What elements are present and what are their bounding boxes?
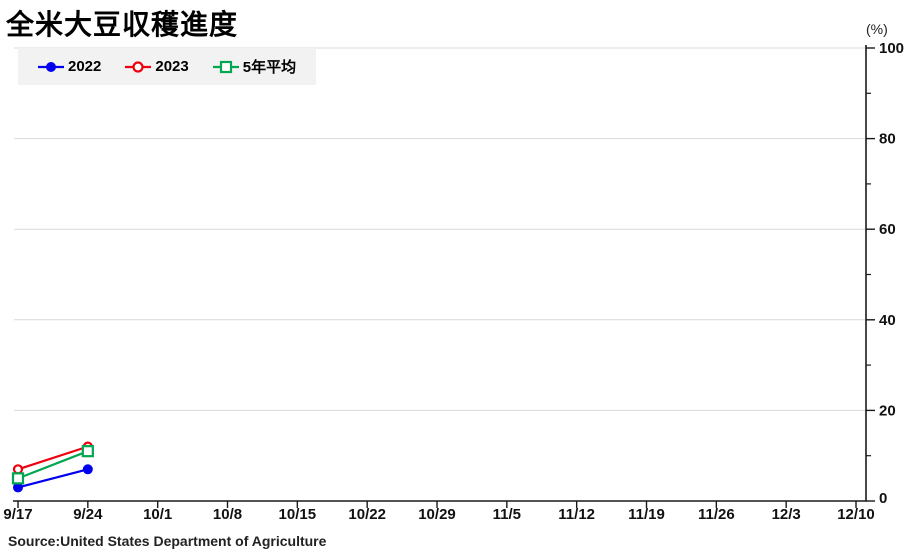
- data-point-5年平均: [11, 472, 25, 485]
- x-tick-label: 9/17: [3, 506, 32, 523]
- x-tick-label: 11/19: [628, 506, 665, 523]
- x-tick-label: 11/12: [558, 506, 595, 523]
- legend-marker-open-square: [212, 60, 239, 73]
- series-line-5年平均: [17, 450, 89, 480]
- legend-item-2022: 2022: [38, 58, 101, 75]
- y-tick-label: 40: [879, 312, 896, 329]
- data-point-5年平均: [81, 445, 94, 458]
- chart-title: 全米大豆収穫進度: [6, 9, 239, 40]
- data-point-2022: [82, 464, 93, 475]
- x-tick-label: 10/8: [213, 506, 242, 523]
- y-tick-label: 0: [879, 490, 887, 507]
- x-tick-label: 10/15: [279, 506, 317, 523]
- legend-marker-open-circle: [125, 60, 152, 73]
- legend-item-2023: 2023: [125, 58, 189, 75]
- x-tick-label: 10/22: [348, 506, 386, 523]
- chart-legend: 2022 2023 5年平均: [18, 48, 317, 85]
- legend-label: 2023: [155, 58, 189, 75]
- y-tick-label: 60: [879, 221, 896, 238]
- x-tick-label: 11/26: [698, 506, 735, 523]
- x-tick-label: 12/3: [772, 506, 801, 523]
- x-tick-label: 10/29: [418, 506, 456, 523]
- legend-label: 2022: [68, 58, 102, 75]
- y-tick-label: 80: [879, 131, 896, 148]
- data-point-2022: [13, 482, 23, 493]
- y-axis-unit-label: (%): [866, 21, 888, 37]
- y-tick-label: 100: [879, 40, 904, 57]
- x-tick-label: 10/1: [143, 506, 172, 523]
- series-line-2023: [17, 445, 89, 471]
- x-tick-label: 12/10: [837, 506, 875, 523]
- y-tick-label: 20: [879, 402, 896, 419]
- data-point-2023: [12, 464, 24, 475]
- legend-marker-filled-circle: [38, 61, 64, 72]
- source-note: Source:United States Department of Agric…: [8, 533, 327, 549]
- legend-label: 5年平均: [242, 59, 297, 76]
- series-line-2022: [17, 468, 89, 489]
- x-tick-label: 9/24: [73, 506, 103, 523]
- x-tick-label: 11/5: [493, 506, 521, 523]
- legend-item-5年平均: 5年平均: [212, 56, 297, 77]
